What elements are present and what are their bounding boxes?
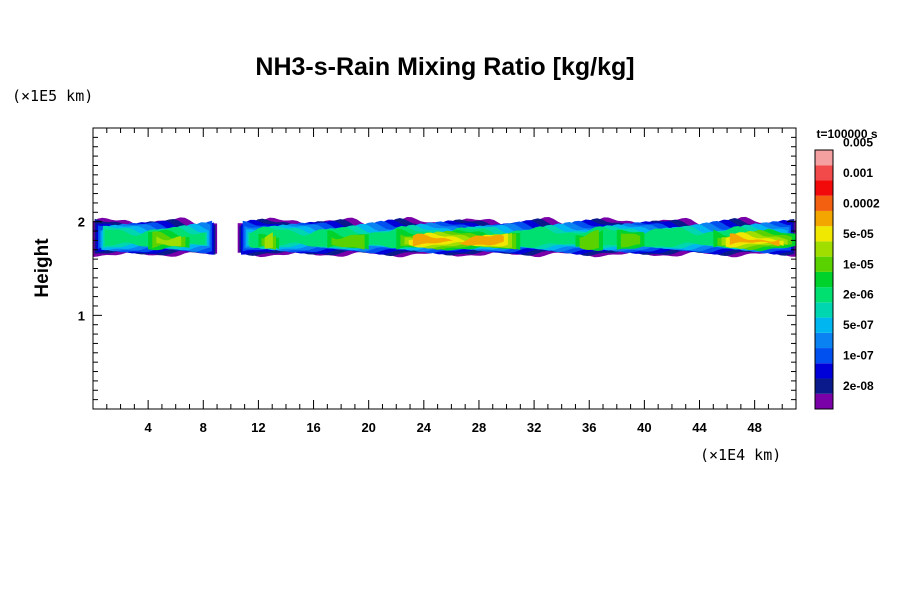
colorbar-label: 2e-06 (843, 288, 874, 302)
x-tick-label: 8 (200, 420, 207, 435)
colorbar-label: 5e-07 (843, 318, 874, 332)
cloud-layer (93, 216, 796, 258)
x-tick-label: 36 (582, 420, 596, 435)
colorbar-label: 2e-08 (843, 379, 874, 393)
colorbar-frame (814, 149, 834, 410)
colorbar-time-label: t=100000 s (816, 127, 877, 141)
y-tick-label: 2 (78, 215, 85, 230)
colorbar: 2e-08 1e-07 5e-07 2e-06 1e-05 5e-05 0.0002 0.00… (814, 135, 880, 410)
colorbar-label: 1e-05 (843, 257, 874, 271)
cloud-core (620, 233, 641, 248)
x-tick-label: 28 (472, 420, 486, 435)
colorbar-swatch (815, 348, 833, 364)
x-axis-unit: (×1E4 km) (700, 446, 781, 464)
colorbar-swatch (815, 363, 833, 379)
colorbar-swatch (815, 226, 833, 242)
y-axis: 12 (78, 136, 796, 401)
x-tick-label: 48 (747, 420, 761, 435)
colorbar-label: 5e-05 (843, 227, 874, 241)
colorbar-swatch (815, 165, 833, 181)
colorbar-swatch (815, 256, 833, 272)
colorbar-swatch (815, 150, 833, 166)
y-axis-unit: (×1E5 km) (12, 87, 93, 105)
colorbar-swatch (815, 393, 833, 409)
plot-frame (92, 127, 797, 410)
cloud-core (264, 232, 273, 249)
colorbar-label: 0.005 (843, 135, 873, 149)
colorbar-swatch (815, 287, 833, 303)
x-tick-label: 16 (306, 420, 320, 435)
colorbar-swatch (815, 378, 833, 394)
colorbar-swatch (815, 271, 833, 288)
x-tick-label: 20 (361, 420, 375, 435)
cloud-core (579, 230, 599, 250)
colorbar-swatch (815, 210, 833, 227)
colorbar-swatch (815, 317, 833, 333)
x-tick-label: 12 (251, 420, 265, 435)
colorbar-swatch (815, 195, 833, 211)
colorbar-swatch (815, 241, 833, 257)
cloud-core (331, 234, 365, 250)
cloud-core (412, 233, 504, 247)
colorbar-label: 0.0002 (843, 196, 880, 210)
cloud-core (729, 233, 780, 247)
colorbar-label: 1e-07 (843, 349, 874, 363)
x-tick-label: 4 (145, 420, 153, 435)
x-tick-label: 44 (692, 420, 707, 435)
y-axis-label: Height (32, 238, 53, 298)
x-tick-label: 24 (417, 420, 432, 435)
y-tick-label: 1 (78, 308, 85, 323)
colorbar-label: 0.001 (843, 166, 873, 180)
colorbar-swatch (815, 180, 833, 196)
colorbar-swatch (815, 332, 833, 349)
cloud-core (156, 236, 182, 247)
x-tick-label: 40 (637, 420, 651, 435)
chart-title: NH3-s-Rain Mixing Ratio [kg/kg] (255, 53, 634, 81)
x-axis: 4 8 12 16 20 24 28 32 36 40 44 48 (106, 128, 783, 435)
x-tick-label: 32 (527, 420, 541, 435)
colorbar-swatch (815, 302, 833, 318)
